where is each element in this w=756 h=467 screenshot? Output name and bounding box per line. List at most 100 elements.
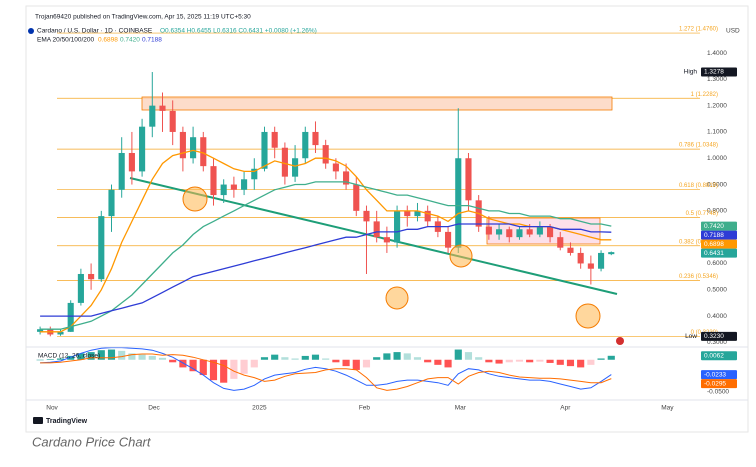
macd-histogram-bar — [260, 357, 269, 360]
candle-body — [445, 231, 452, 248]
x-tick-label: Nov — [46, 405, 58, 412]
event-icon — [616, 337, 624, 345]
caption: Cardano Price Chart — [32, 434, 152, 449]
x-tick-label: 2025 — [252, 405, 267, 412]
macd-histogram-bar — [464, 352, 473, 360]
macd-histogram-bar — [413, 357, 422, 360]
macd-histogram-bar — [495, 359, 503, 364]
candle-body — [485, 226, 492, 235]
ema-value: 0.7188 — [142, 37, 162, 44]
price-marker-label: 0.7420 — [704, 223, 724, 230]
macd-histogram-bar — [189, 359, 197, 372]
macd-histogram-bar — [515, 359, 524, 362]
price-marker — [701, 67, 737, 77]
macd-line — [40, 347, 612, 391]
macd-histogram-bar — [373, 357, 381, 360]
price-marker-label: -0.0295 — [704, 380, 726, 387]
price-marker-label: 0.0062 — [704, 353, 724, 360]
macd-histogram-bar — [291, 358, 299, 360]
macd-histogram-bar — [67, 355, 75, 360]
candle-body — [118, 152, 125, 190]
price-marker-name: High — [684, 69, 698, 76]
highlight-circle — [385, 286, 409, 310]
highlight-circle — [575, 303, 601, 329]
macd-histogram-bar — [597, 358, 605, 360]
macd-histogram-bar — [281, 357, 289, 360]
macd-histogram-bar — [444, 359, 452, 368]
ema-line — [40, 223, 612, 317]
macd-histogram-bar — [403, 353, 411, 360]
macd-histogram-bar — [56, 358, 65, 360]
x-tick-label: Mar — [455, 405, 467, 412]
candle-body — [496, 229, 503, 235]
fib-label: 0.382 (0.6673) — [679, 239, 718, 245]
candle-body — [128, 152, 135, 172]
macd-histogram-bar — [77, 353, 85, 360]
candle-body — [77, 273, 84, 303]
fib-label: 1 (1.2282) — [691, 92, 718, 98]
circles — [182, 186, 601, 329]
y-tick-label: 1.2000 — [707, 102, 727, 109]
candle-body — [108, 189, 115, 217]
macd-title: MACD (12, 26, close) — [38, 353, 100, 360]
macd-histogram-bar — [179, 359, 187, 368]
y-tick-label: 0.8000 — [707, 208, 727, 215]
macd-histogram-bar — [566, 359, 575, 367]
candle-body — [424, 210, 431, 222]
price-marker — [701, 239, 737, 249]
price-marker — [701, 230, 737, 240]
candle-body — [230, 184, 237, 190]
price-marker — [701, 351, 737, 361]
price-marker-label: -0.0233 — [704, 371, 726, 378]
macd-histogram-bar — [322, 358, 330, 360]
price-marker — [701, 248, 737, 258]
candle-body — [363, 210, 370, 222]
fib-label: 0.236 (0.5346) — [679, 274, 718, 280]
candle-body — [587, 263, 594, 269]
macd-histogram-bar — [587, 359, 595, 365]
macd-histogram-bar — [526, 359, 534, 363]
candle-body — [373, 221, 380, 238]
candle-body — [281, 147, 288, 177]
candle-body — [200, 137, 207, 167]
price-marker — [701, 221, 737, 231]
macd-histogram-bar — [230, 359, 238, 379]
macd-line — [40, 353, 612, 391]
ema-value: 0.7420 — [120, 37, 140, 44]
macd-histogram-bar — [393, 352, 401, 360]
y-tick-label: 1.4000 — [707, 50, 727, 57]
candle-body — [312, 131, 319, 146]
price-marker — [701, 331, 737, 341]
price-marker — [701, 370, 737, 380]
candle-body — [404, 210, 411, 217]
candle-body — [557, 237, 564, 248]
candle-body — [536, 226, 543, 235]
candle-body — [353, 184, 360, 211]
front-layer: Nov Dec 2025 Feb Mar Apr May 1.3278 High 0.7420 0.… — [37, 67, 737, 412]
candle-body — [547, 226, 554, 238]
candle-body — [567, 247, 574, 253]
macd-histogram-bar — [311, 354, 320, 360]
macd-histogram-bar — [485, 359, 493, 363]
macd-histogram-bar — [220, 359, 228, 383]
macd-histogram-bar — [424, 359, 432, 363]
price-marker-label: 1.3278 — [704, 69, 724, 76]
price-marker-label: 0.6431 — [704, 250, 724, 257]
macd-histogram-bar — [128, 353, 136, 360]
x-tick-label: Feb — [359, 405, 371, 412]
macd-histogram-bar — [97, 350, 105, 360]
candle-body — [516, 229, 523, 238]
macd-histogram-bar — [87, 352, 95, 360]
y-tick-label: 0.4000 — [707, 313, 727, 320]
candle-body — [261, 131, 268, 169]
y-tick-label: 0.6000 — [707, 260, 727, 267]
author-line: Trojan69420 published on TradingView.com… — [35, 14, 251, 21]
macd-histogram-bar — [546, 359, 554, 363]
y-tick-label: 1.1000 — [707, 129, 727, 136]
price-marker-label: 0.3230 — [704, 333, 724, 340]
symbol: Cardano / U.S. Dollar · 1D · COINBASE — [37, 28, 153, 35]
macd-histogram-bar — [556, 359, 564, 365]
macd-histogram-bar — [475, 357, 483, 360]
candle-body — [210, 166, 217, 196]
